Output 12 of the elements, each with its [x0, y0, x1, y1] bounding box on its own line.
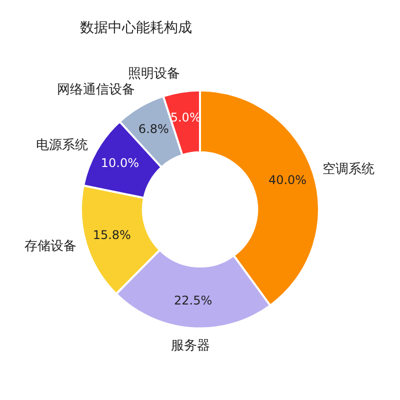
slice-label: 照明设备 [128, 66, 180, 82]
data-label: 22.5% [174, 293, 212, 308]
chart-title: 数据中心能耗构成 [80, 20, 192, 36]
data-label: 10.0% [100, 156, 139, 170]
data-label: 6.8% [138, 122, 169, 136]
slice-label: 空调系统 [322, 162, 375, 177]
data-label: 15.8% [92, 228, 131, 242]
slice-label: 存储设备 [24, 239, 77, 254]
slice-label: 电源系统 [36, 138, 88, 154]
slice-label: 服务器 [170, 338, 210, 354]
slice-label: 网络通信设备 [57, 82, 136, 98]
data-label: 40.0% [268, 172, 307, 187]
